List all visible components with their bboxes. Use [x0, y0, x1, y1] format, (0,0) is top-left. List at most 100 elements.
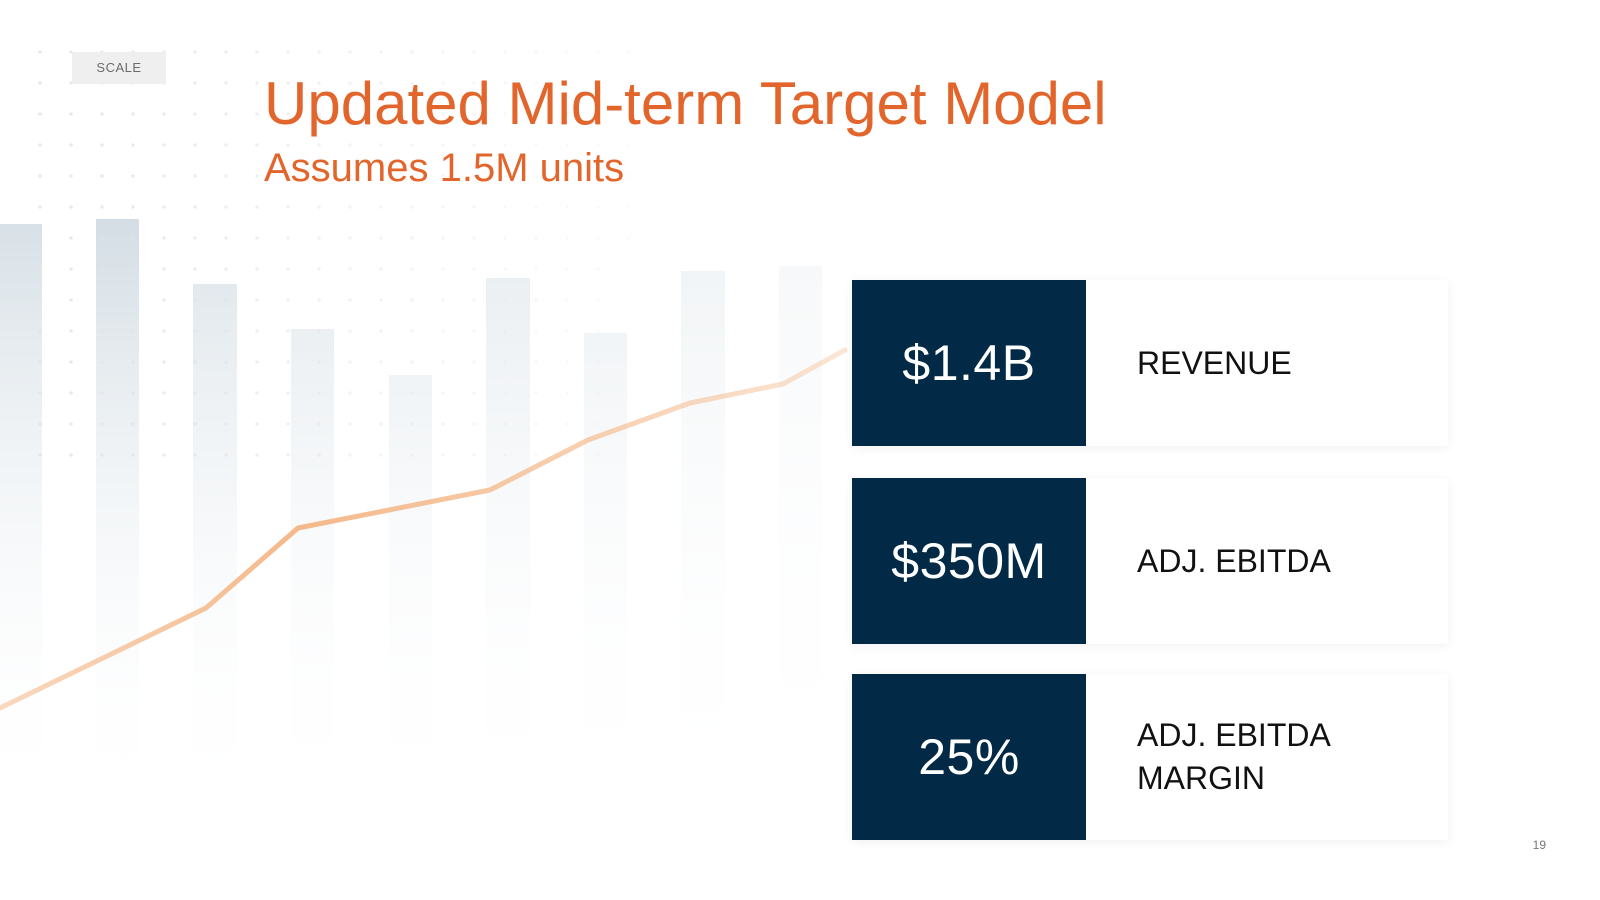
decorative-dot: [472, 267, 476, 271]
decorative-dot: [348, 453, 352, 457]
decorative-dot: [193, 298, 197, 302]
metric-card-adj-ebitda: $350M ADJ. EBITDA: [852, 478, 1448, 644]
decorative-dot: [317, 174, 321, 178]
decorative-dot: [441, 329, 445, 333]
decorative-dot: [379, 236, 383, 240]
decorative-dot: [193, 453, 197, 457]
decorative-dot: [224, 205, 228, 209]
decorative-dot: [565, 360, 569, 364]
decorative-dot: [286, 112, 290, 116]
decorative-dot: [38, 81, 42, 85]
decorative-dot: [38, 391, 42, 395]
decorative-dot: [410, 422, 414, 426]
decorative-dot: [162, 267, 166, 271]
decorative-dot: [286, 50, 290, 54]
decorative-dot: [472, 143, 476, 147]
decorative-dot: [596, 174, 600, 178]
decorative-dot: [472, 391, 476, 395]
decorative-dot: [348, 205, 352, 209]
decorative-dot: [255, 298, 259, 302]
decorative-dot: [348, 267, 352, 271]
decorative-bar: [193, 284, 237, 820]
decorative-dot: [131, 391, 135, 395]
decorative-dot: [193, 329, 197, 333]
decorative-dot: [410, 112, 414, 116]
decorative-dot: [534, 422, 538, 426]
decorative-dot: [286, 360, 290, 364]
decorative-dot: [627, 143, 631, 147]
decorative-dot: [317, 112, 321, 116]
decorative-dot: [162, 391, 166, 395]
decorative-dot: [348, 174, 352, 178]
decorative-dot: [379, 329, 383, 333]
decorative-dot: [441, 50, 445, 54]
decorative-dot: [286, 453, 290, 457]
decorative-dot: [193, 174, 197, 178]
decorative-dot: [317, 236, 321, 240]
decorative-dot: [565, 391, 569, 395]
decorative-dot: [224, 360, 228, 364]
decorative-dot: [410, 81, 414, 85]
decorative-dot: [193, 81, 197, 85]
decorative-dot: [534, 174, 538, 178]
decorative-dot: [503, 143, 507, 147]
decorative-dot: [348, 50, 352, 54]
decorative-dot: [38, 174, 42, 178]
decorative-dot: [69, 453, 73, 457]
decorative-dot: [441, 143, 445, 147]
decorative-dot: [255, 360, 259, 364]
decorative-dot: [100, 205, 104, 209]
decorative-dot: [100, 112, 104, 116]
decorative-dot: [627, 81, 631, 85]
decorative-dot: [255, 143, 259, 147]
decorative-dot: [224, 174, 228, 178]
decorative-dot: [224, 453, 228, 457]
decorative-dot: [441, 81, 445, 85]
decorative-dot: [255, 50, 259, 54]
decorative-dot: [255, 205, 259, 209]
decorative-dot: [224, 50, 228, 54]
decorative-dot: [472, 236, 476, 240]
decorative-dot: [255, 422, 259, 426]
decorative-dot: [193, 143, 197, 147]
decorative-dot: [472, 360, 476, 364]
decorative-dot: [596, 50, 600, 54]
decorative-dot: [441, 360, 445, 364]
decorative-dot: [472, 453, 476, 457]
decorative-dot: [379, 205, 383, 209]
decorative-dot: [565, 329, 569, 333]
decorative-dot: [441, 205, 445, 209]
decorative-dot: [503, 267, 507, 271]
decorative-dot: [472, 298, 476, 302]
decorative-dot: [255, 112, 259, 116]
decorative-dot: [503, 81, 507, 85]
decorative-dot: [565, 143, 569, 147]
decorative-dot: [596, 453, 600, 457]
decorative-dot: [69, 298, 73, 302]
decorative-dot: [441, 391, 445, 395]
decorative-dot: [38, 50, 42, 54]
decorative-dot: [348, 143, 352, 147]
decorative-dot: [379, 267, 383, 271]
decorative-dot: [565, 422, 569, 426]
decorative-dot: [317, 81, 321, 85]
decorative-dot: [379, 174, 383, 178]
decorative-dot: [534, 143, 538, 147]
decorative-dot: [348, 329, 352, 333]
decorative-dot: [410, 360, 414, 364]
decorative-dot: [317, 360, 321, 364]
decorative-bar: [779, 266, 822, 820]
decorative-dot: [69, 174, 73, 178]
decorative-dot: [627, 50, 631, 54]
decorative-bar: [681, 271, 725, 820]
decorative-dot: [38, 422, 42, 426]
decorative-dot: [348, 81, 352, 85]
decorative-dot: [565, 298, 569, 302]
decorative-dot: [379, 81, 383, 85]
decorative-dot: [503, 298, 507, 302]
decorative-dot: [627, 112, 631, 116]
decorative-dot: [162, 453, 166, 457]
metric-value: $1.4B: [852, 280, 1086, 446]
decorative-dot: [286, 81, 290, 85]
metric-label: ADJ. EBITDA MARGIN: [1137, 717, 1331, 796]
